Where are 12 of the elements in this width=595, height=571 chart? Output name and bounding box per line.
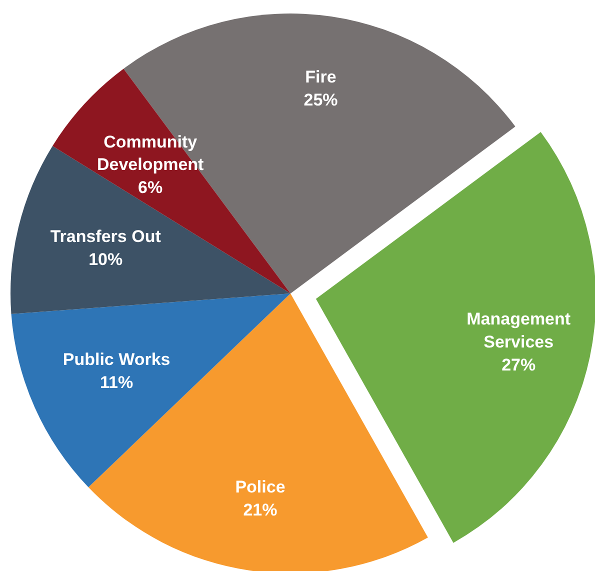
slice-label: Public Works <box>62 350 170 370</box>
slice-label: Transfers Out <box>50 227 162 246</box>
data-label: 21% <box>243 500 278 520</box>
data-label: 11% <box>100 372 134 392</box>
slice-label: Community Development <box>96 132 204 174</box>
slice-label: Management Services <box>466 310 571 352</box>
data-label: 10% <box>88 250 123 269</box>
data-label: 25% <box>304 90 338 110</box>
slice-label: Fire <box>305 68 336 87</box>
data-label: 27% <box>502 355 536 374</box>
slice-label: Police <box>235 478 286 497</box>
data-label: 6% <box>138 178 163 197</box>
